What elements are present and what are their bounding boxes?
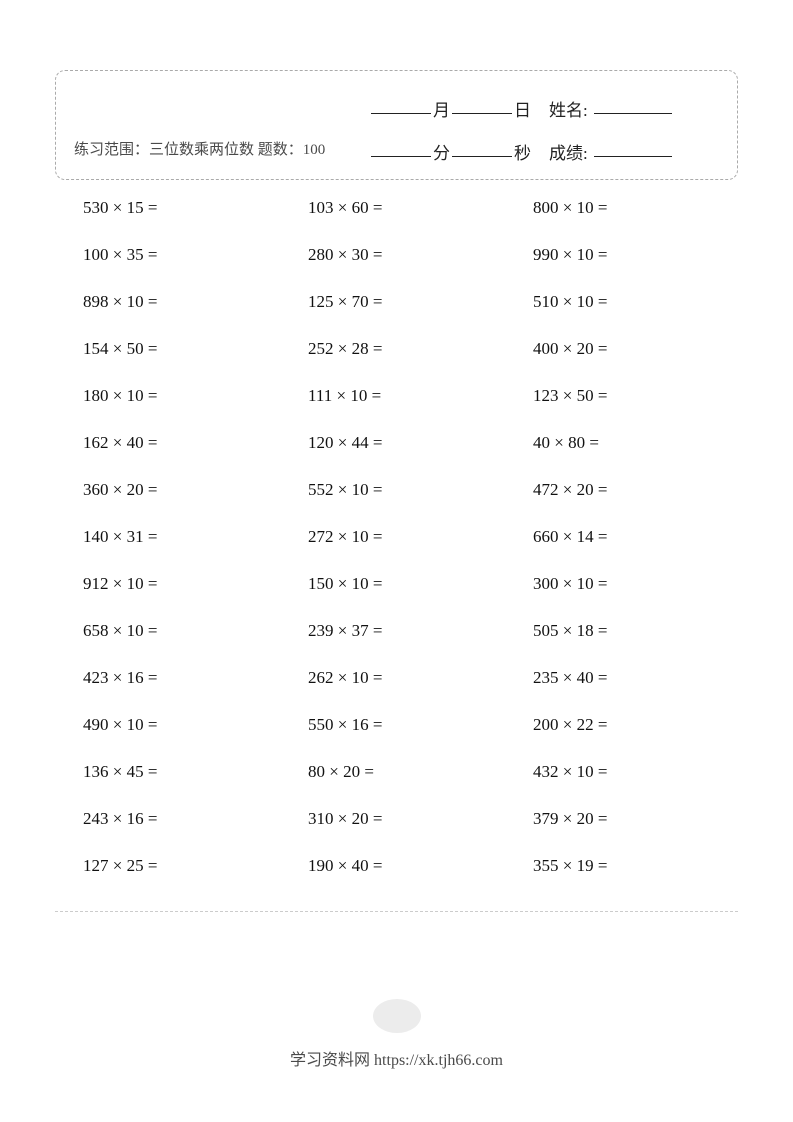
problem-cell: 136 × 45 =	[83, 762, 308, 782]
score-blank[interactable]	[594, 156, 672, 157]
date-name-row: 月 日 姓名:	[369, 96, 719, 121]
problem-row: 180 × 10 =111 × 10 =123 × 50 =	[83, 386, 710, 406]
problem-row: 912 × 10 =150 × 10 =300 × 10 =	[83, 574, 710, 594]
problem-cell: 550 × 16 =	[308, 715, 533, 735]
problems-grid: 530 × 15 =103 × 60 =800 × 10 = 100 × 35 =…	[55, 180, 738, 876]
second-label: 秒	[514, 139, 531, 164]
problem-cell: 239 × 37 =	[308, 621, 533, 641]
page-footer: 学习资料网 https://xk.tjh66.com	[0, 999, 793, 1070]
problem-row: 490 × 10 =550 × 16 =200 × 22 =	[83, 715, 710, 735]
problem-row: 423 × 16 =262 × 10 =235 × 40 =	[83, 668, 710, 688]
problem-row: 360 × 20 =552 × 10 =472 × 20 =	[83, 480, 710, 500]
problem-cell: 190 × 40 =	[308, 856, 533, 876]
problem-cell: 111 × 10 =	[308, 386, 533, 406]
minute-blank[interactable]	[371, 156, 431, 157]
problem-cell: 123 × 50 =	[533, 386, 710, 406]
problem-row: 127 × 25 =190 × 40 =355 × 19 =	[83, 856, 710, 876]
problem-cell: 40 × 80 =	[533, 433, 710, 453]
problem-row: 162 × 40 =120 × 44 =40 × 80 =	[83, 433, 710, 453]
name-blank[interactable]	[594, 113, 672, 114]
score-label: 成绩:	[549, 139, 588, 164]
problem-cell: 100 × 35 =	[83, 245, 308, 265]
problem-cell: 162 × 40 =	[83, 433, 308, 453]
problem-row: 898 × 10 =125 × 70 =510 × 10 =	[83, 292, 710, 312]
problem-cell: 510 × 10 =	[533, 292, 710, 312]
problem-cell: 154 × 50 =	[83, 339, 308, 359]
header-fields: 月 日 姓名: 分 秒 成绩:	[369, 91, 719, 164]
problem-cell: 400 × 20 =	[533, 339, 710, 359]
problem-cell: 140 × 31 =	[83, 527, 308, 547]
problem-cell: 200 × 22 =	[533, 715, 710, 735]
problem-cell: 300 × 10 =	[533, 574, 710, 594]
problem-cell: 898 × 10 =	[83, 292, 308, 312]
problem-cell: 423 × 16 =	[83, 668, 308, 688]
worksheet-header-box: 练习范围：三位数乘两位数 题数：100 月 日 姓名: 分 秒 成绩:	[55, 70, 738, 180]
problem-cell: 355 × 19 =	[533, 856, 710, 876]
day-label: 日	[514, 96, 531, 121]
bottom-divider	[55, 911, 738, 912]
problem-cell: 80 × 20 =	[308, 762, 533, 782]
footer-source-text: 学习资料网 https://xk.tjh66.com	[0, 1046, 793, 1070]
day-blank[interactable]	[452, 113, 512, 114]
problem-row: 530 × 15 =103 × 60 =800 × 10 =	[83, 198, 710, 218]
problem-cell: 125 × 70 =	[308, 292, 533, 312]
second-blank[interactable]	[452, 156, 512, 157]
time-score-row: 分 秒 成绩:	[369, 139, 719, 164]
problem-cell: 180 × 10 =	[83, 386, 308, 406]
problem-cell: 552 × 10 =	[308, 480, 533, 500]
month-label: 月	[433, 96, 450, 121]
month-blank[interactable]	[371, 113, 431, 114]
problem-cell: 150 × 10 =	[308, 574, 533, 594]
problem-cell: 530 × 15 =	[83, 198, 308, 218]
problem-cell: 272 × 10 =	[308, 527, 533, 547]
problem-cell: 280 × 30 =	[308, 245, 533, 265]
problem-cell: 310 × 20 =	[308, 809, 533, 829]
problem-row: 140 × 31 =272 × 10 =660 × 14 =	[83, 527, 710, 547]
problem-row: 136 × 45 =80 × 20 =432 × 10 =	[83, 762, 710, 782]
problem-cell: 120 × 44 =	[308, 433, 533, 453]
page-number-oval	[373, 999, 421, 1033]
problem-cell: 243 × 16 =	[83, 809, 308, 829]
problem-cell: 505 × 18 =	[533, 621, 710, 641]
problem-cell: 432 × 10 =	[533, 762, 710, 782]
problem-row: 100 × 35 =280 × 30 =990 × 10 =	[83, 245, 710, 265]
problem-cell: 103 × 60 =	[308, 198, 533, 218]
problem-cell: 262 × 10 =	[308, 668, 533, 688]
problem-cell: 658 × 10 =	[83, 621, 308, 641]
practice-description: 练习范围：三位数乘两位数 题数：100	[74, 91, 354, 162]
problem-cell: 379 × 20 =	[533, 809, 710, 829]
problem-cell: 912 × 10 =	[83, 574, 308, 594]
problem-cell: 360 × 20 =	[83, 480, 308, 500]
problem-cell: 235 × 40 =	[533, 668, 710, 688]
problem-cell: 127 × 25 =	[83, 856, 308, 876]
problem-cell: 472 × 20 =	[533, 480, 710, 500]
problem-row: 243 × 16 =310 × 20 =379 × 20 =	[83, 809, 710, 829]
problem-cell: 490 × 10 =	[83, 715, 308, 735]
minute-label: 分	[433, 139, 450, 164]
problem-cell: 252 × 28 =	[308, 339, 533, 359]
name-label: 姓名:	[549, 96, 588, 121]
problem-cell: 800 × 10 =	[533, 198, 710, 218]
problem-row: 658 × 10 =239 × 37 =505 × 18 =	[83, 621, 710, 641]
problem-cell: 660 × 14 =	[533, 527, 710, 547]
problem-cell: 990 × 10 =	[533, 245, 710, 265]
problem-row: 154 × 50 =252 × 28 =400 × 20 =	[83, 339, 710, 359]
